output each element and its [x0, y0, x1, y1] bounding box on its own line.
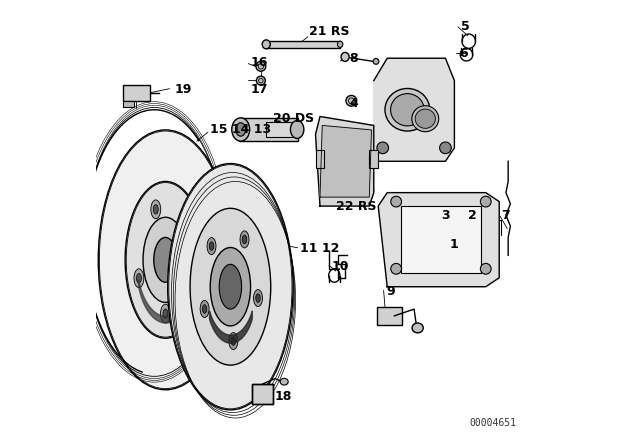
- Text: 8: 8: [349, 52, 358, 65]
- Bar: [252, 384, 273, 404]
- Text: 17: 17: [251, 83, 268, 96]
- Bar: [123, 101, 134, 107]
- Ellipse shape: [253, 289, 262, 306]
- Bar: [266, 41, 340, 48]
- Bar: [316, 150, 324, 168]
- Ellipse shape: [256, 294, 260, 302]
- Ellipse shape: [151, 200, 161, 219]
- Ellipse shape: [161, 304, 170, 323]
- Text: 3: 3: [441, 208, 449, 222]
- Text: 15 14 13: 15 14 13: [210, 123, 271, 137]
- Text: 1: 1: [450, 237, 459, 251]
- Ellipse shape: [257, 76, 266, 85]
- Ellipse shape: [209, 242, 214, 250]
- Ellipse shape: [189, 274, 195, 283]
- Ellipse shape: [385, 89, 430, 131]
- Ellipse shape: [187, 269, 197, 288]
- Polygon shape: [374, 58, 454, 161]
- Ellipse shape: [373, 59, 379, 64]
- Ellipse shape: [211, 247, 251, 326]
- Text: 00004651: 00004651: [469, 418, 516, 428]
- Ellipse shape: [262, 40, 270, 49]
- Text: 11 12: 11 12: [300, 242, 339, 255]
- Ellipse shape: [168, 164, 293, 410]
- Bar: [378, 307, 402, 325]
- Ellipse shape: [337, 41, 343, 47]
- Bar: [266, 122, 300, 137]
- Ellipse shape: [231, 337, 236, 345]
- Ellipse shape: [99, 130, 233, 390]
- Ellipse shape: [154, 237, 177, 282]
- Ellipse shape: [163, 309, 168, 318]
- Circle shape: [440, 142, 451, 154]
- Ellipse shape: [180, 212, 190, 231]
- Text: 16: 16: [251, 56, 268, 69]
- Polygon shape: [378, 193, 499, 287]
- Text: 21 RS: 21 RS: [309, 25, 349, 38]
- Text: 9: 9: [387, 284, 395, 298]
- Ellipse shape: [390, 94, 424, 126]
- Text: 6: 6: [459, 47, 467, 60]
- Text: 10: 10: [332, 260, 349, 273]
- Ellipse shape: [256, 61, 266, 71]
- Text: 7: 7: [502, 208, 510, 222]
- Polygon shape: [316, 116, 374, 206]
- Ellipse shape: [341, 52, 349, 61]
- Ellipse shape: [243, 235, 247, 244]
- Polygon shape: [320, 125, 371, 197]
- Text: 2: 2: [468, 208, 477, 222]
- Bar: [252, 384, 273, 404]
- Ellipse shape: [136, 274, 141, 283]
- Bar: [123, 85, 150, 101]
- Ellipse shape: [412, 106, 439, 132]
- Ellipse shape: [346, 95, 356, 106]
- Bar: [401, 206, 481, 273]
- Ellipse shape: [202, 305, 207, 313]
- Circle shape: [391, 263, 401, 274]
- Ellipse shape: [280, 378, 288, 385]
- Ellipse shape: [200, 301, 209, 318]
- Circle shape: [391, 196, 401, 207]
- Ellipse shape: [134, 269, 144, 288]
- Ellipse shape: [183, 217, 188, 227]
- Text: 22 RS: 22 RS: [336, 199, 376, 213]
- Ellipse shape: [291, 121, 304, 138]
- Ellipse shape: [220, 264, 242, 309]
- Text: 4: 4: [349, 96, 358, 110]
- Text: 5: 5: [461, 20, 470, 34]
- Ellipse shape: [229, 332, 238, 349]
- Ellipse shape: [232, 118, 250, 141]
- Circle shape: [481, 263, 491, 274]
- Bar: [239, 118, 298, 141]
- Circle shape: [377, 142, 388, 154]
- Ellipse shape: [240, 231, 249, 248]
- Text: 19: 19: [174, 83, 192, 96]
- Circle shape: [481, 196, 491, 207]
- Ellipse shape: [207, 237, 216, 254]
- Text: 18: 18: [275, 390, 292, 403]
- Ellipse shape: [236, 123, 246, 136]
- Ellipse shape: [190, 208, 271, 365]
- Text: 20 DS: 20 DS: [273, 112, 314, 125]
- Ellipse shape: [154, 205, 158, 214]
- Bar: [369, 150, 378, 168]
- Ellipse shape: [415, 109, 435, 129]
- Ellipse shape: [412, 323, 423, 333]
- Ellipse shape: [143, 217, 188, 302]
- Ellipse shape: [125, 181, 206, 338]
